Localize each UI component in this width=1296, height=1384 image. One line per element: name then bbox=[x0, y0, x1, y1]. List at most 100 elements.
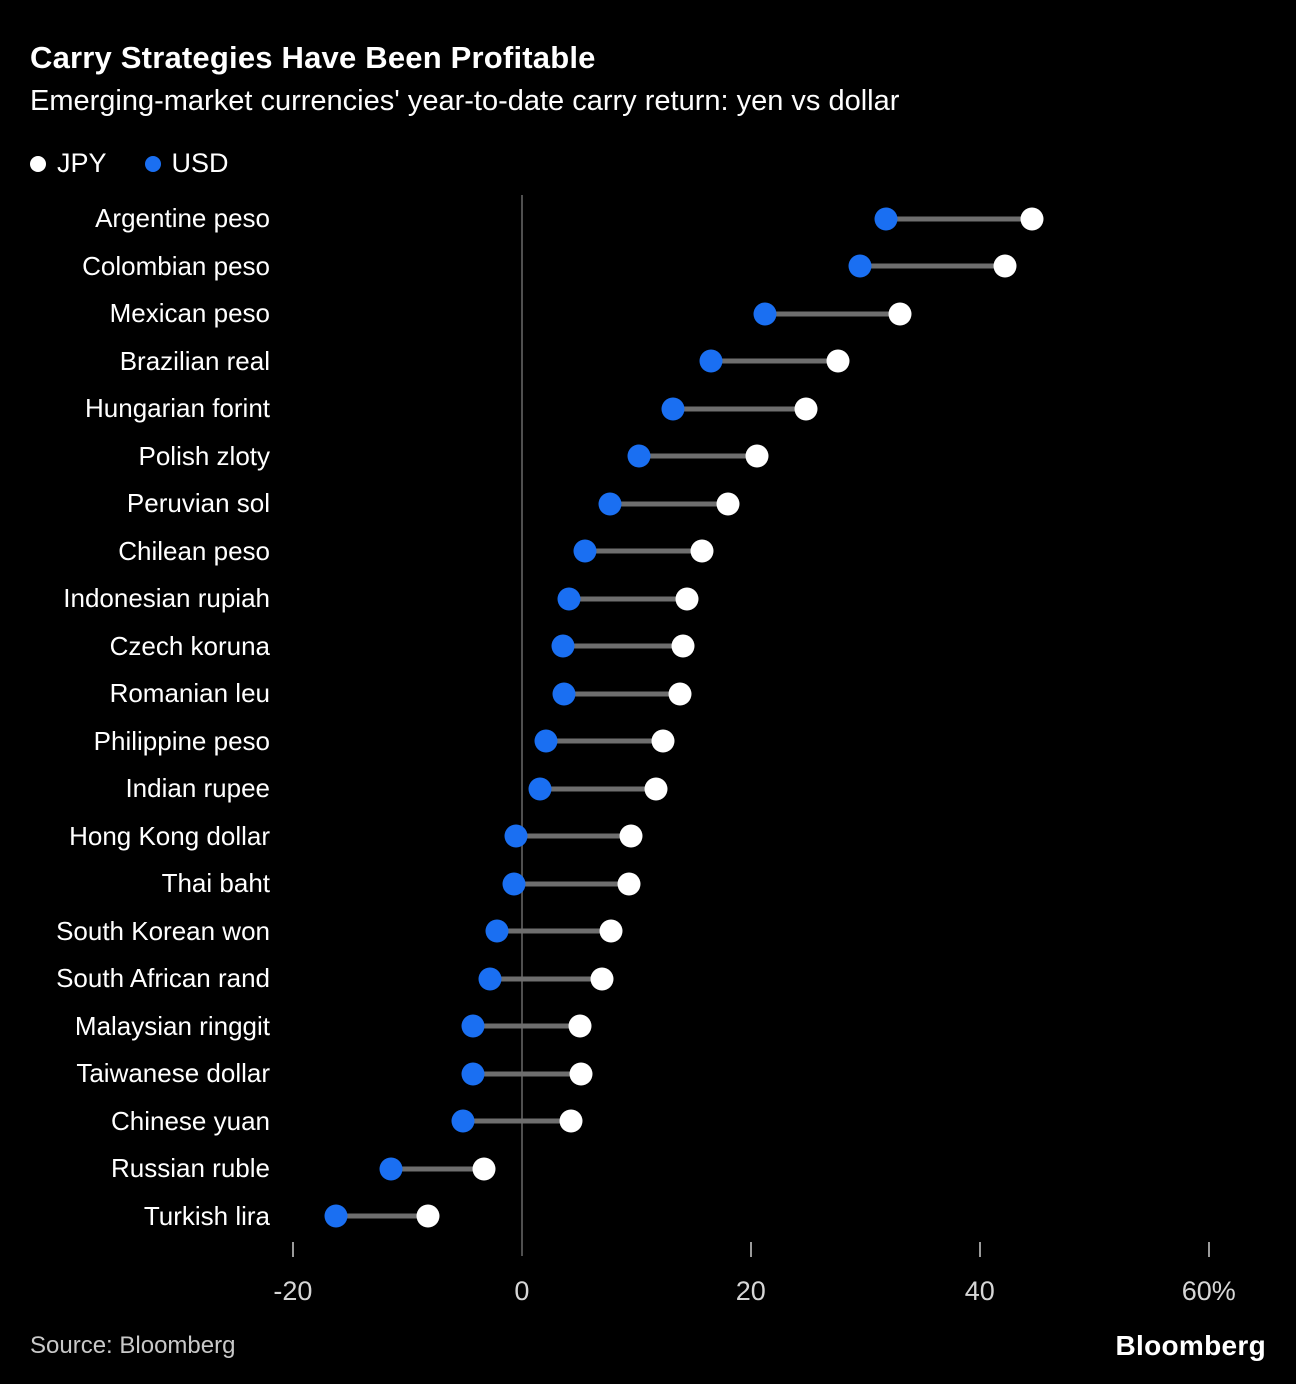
category-label: Indonesian rupiah bbox=[63, 583, 270, 614]
jpy-dot bbox=[716, 492, 740, 516]
jpy-dot bbox=[794, 397, 818, 421]
jpy-dot bbox=[559, 1109, 583, 1133]
usd-dot bbox=[874, 207, 898, 231]
usd-dot bbox=[528, 777, 552, 801]
category-label: Taiwanese dollar bbox=[76, 1058, 270, 1089]
category-label: Hungarian forint bbox=[85, 393, 270, 424]
chart-title: Carry Strategies Have Been Profitable bbox=[30, 40, 596, 75]
connector-line bbox=[336, 1213, 428, 1219]
chart-row bbox=[270, 433, 1266, 481]
usd-dot bbox=[661, 397, 685, 421]
category-label: Brazilian real bbox=[119, 345, 270, 376]
usd-dot bbox=[485, 919, 509, 943]
category-label: Romanian leu bbox=[109, 678, 270, 709]
category-label: Turkish lira bbox=[143, 1200, 270, 1231]
legend-label-usd: USD bbox=[171, 148, 229, 178]
chart-row bbox=[270, 290, 1266, 338]
usd-dot bbox=[557, 587, 581, 611]
chart-row bbox=[270, 1145, 1266, 1193]
legend: JPY USD bbox=[30, 148, 1266, 179]
usd-dot bbox=[573, 539, 597, 563]
chart-row bbox=[270, 195, 1266, 243]
category-label: Chilean peso bbox=[118, 535, 270, 566]
jpy-dot bbox=[993, 254, 1017, 278]
axis-tick-label: 40 bbox=[964, 1276, 995, 1306]
dumbbell-chart: Argentine peso Colombian peso Mexican peso… bbox=[30, 195, 1266, 1328]
jpy-dot bbox=[569, 1062, 593, 1086]
connector-line bbox=[638, 453, 757, 459]
jpy-dot bbox=[472, 1157, 496, 1181]
connector-line bbox=[885, 216, 1033, 222]
chart-row bbox=[270, 955, 1266, 1003]
chart-row bbox=[270, 908, 1266, 956]
axis-tick-mark bbox=[291, 1242, 294, 1257]
category-label: Argentine peso bbox=[95, 203, 270, 234]
axis-tick-mark bbox=[1207, 1242, 1210, 1257]
category-label: Mexican peso bbox=[109, 298, 270, 329]
jpy-dot bbox=[599, 919, 623, 943]
legend-item-usd: USD bbox=[144, 148, 229, 179]
jpy-dot bbox=[1020, 207, 1044, 231]
connector-line bbox=[568, 596, 687, 602]
chart-subtitle: Emerging-market currencies' year-to-date… bbox=[30, 85, 900, 117]
usd-dot bbox=[699, 349, 723, 373]
category-label: Indian rupee bbox=[125, 773, 270, 804]
jpy-legend-dot-icon bbox=[30, 155, 46, 172]
connector-line bbox=[610, 501, 728, 507]
usd-dot bbox=[502, 872, 526, 896]
jpy-dot bbox=[826, 349, 850, 373]
chart-row bbox=[270, 1050, 1266, 1098]
chart-row bbox=[270, 338, 1266, 386]
category-label: Chinese yuan bbox=[111, 1105, 270, 1136]
connector-line bbox=[564, 691, 680, 697]
chart-row bbox=[270, 1193, 1266, 1241]
connector-line bbox=[496, 928, 612, 934]
category-label: Polish zloty bbox=[138, 440, 271, 471]
chart-row bbox=[270, 765, 1266, 813]
category-label: South African rand bbox=[56, 963, 270, 994]
category-label: Russian ruble bbox=[111, 1153, 270, 1184]
jpy-dot bbox=[416, 1204, 440, 1228]
chart-row bbox=[270, 1098, 1266, 1146]
connector-line bbox=[563, 643, 684, 649]
chart-row bbox=[270, 1003, 1266, 1051]
category-label: Philippine peso bbox=[93, 725, 270, 756]
jpy-dot bbox=[590, 967, 614, 991]
jpy-dot bbox=[675, 587, 699, 611]
connector-line bbox=[540, 786, 656, 792]
category-label: Colombian peso bbox=[82, 250, 270, 281]
connector-line bbox=[472, 1071, 582, 1077]
legend-item-jpy: JPY bbox=[30, 148, 107, 179]
jpy-dot bbox=[568, 1014, 592, 1038]
jpy-dot bbox=[619, 824, 643, 848]
usd-dot bbox=[534, 729, 558, 753]
chart-row bbox=[270, 860, 1266, 908]
category-label: Thai baht bbox=[161, 868, 270, 899]
usd-dot bbox=[753, 302, 777, 326]
usd-dot bbox=[504, 824, 528, 848]
axis-tick-mark bbox=[749, 1242, 752, 1257]
jpy-dot bbox=[644, 777, 668, 801]
usd-dot bbox=[461, 1062, 485, 1086]
connector-line bbox=[489, 976, 602, 982]
chart-row bbox=[270, 718, 1266, 766]
connector-line bbox=[391, 1166, 485, 1172]
jpy-dot bbox=[651, 729, 675, 753]
zero-gridline bbox=[520, 195, 523, 1256]
chart-row bbox=[270, 575, 1266, 623]
connector-line bbox=[584, 548, 702, 554]
connector-line bbox=[472, 1023, 581, 1029]
axis-tick-label: -20 bbox=[273, 1276, 313, 1306]
chart-row bbox=[270, 528, 1266, 576]
chart-row bbox=[270, 623, 1266, 671]
chart-row bbox=[270, 813, 1266, 861]
axis-tick-label: 0 bbox=[514, 1276, 530, 1306]
connector-line bbox=[516, 833, 631, 839]
usd-dot bbox=[324, 1204, 348, 1228]
jpy-dot bbox=[745, 444, 769, 468]
chart-row bbox=[270, 670, 1266, 718]
chart-row bbox=[270, 385, 1266, 433]
usd-dot bbox=[598, 492, 622, 516]
x-axis: -20 0 20 40 60% bbox=[270, 1240, 1266, 1328]
